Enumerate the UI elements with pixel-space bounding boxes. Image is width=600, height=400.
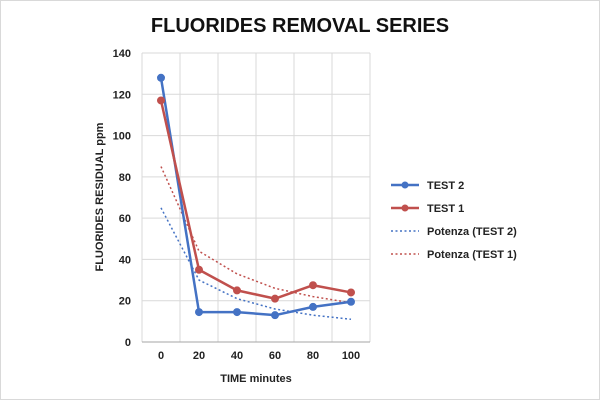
y-tick-labels: 0 20 40 60 80 100 120 140	[113, 48, 131, 349]
series-group	[157, 73, 355, 321]
x-tick-label: 20	[193, 350, 205, 362]
x-tick-label: 80	[307, 350, 319, 362]
data-point	[271, 311, 279, 320]
y-tick-label: 80	[119, 172, 131, 184]
y-tick-label: 60	[119, 213, 131, 225]
y-tick-label: 20	[119, 296, 131, 308]
legend: TEST 2 TEST 1 Potenza (TEST 2) Potenza (TES…	[391, 180, 517, 261]
x-tick-label: 100	[342, 350, 360, 362]
data-point	[157, 73, 165, 82]
x-tick-label: 40	[231, 350, 243, 362]
data-point	[195, 265, 203, 274]
data-point	[233, 308, 241, 317]
data-point	[347, 288, 355, 297]
data-point	[271, 294, 279, 303]
y-axis-label: FLUORIDES RESIDUAL ppm	[94, 122, 106, 271]
legend-marker	[401, 204, 409, 212]
series-line-test-1	[159, 100, 352, 300]
data-point	[195, 308, 203, 317]
y-tick-label: 40	[119, 254, 131, 266]
data-point	[157, 96, 165, 105]
x-tick-labels: 0 20 40 60 80 100	[158, 350, 360, 362]
x-axis-label: TIME minutes	[220, 373, 292, 385]
y-tick-label: 140	[113, 48, 131, 60]
legend-label: TEST 2	[427, 180, 464, 192]
x-tick-label: 60	[269, 350, 281, 362]
data-point	[309, 281, 317, 290]
legend-marker	[401, 181, 409, 189]
data-point	[309, 302, 317, 311]
legend-label: Potenza (TEST 2)	[427, 226, 517, 238]
legend-label: Potenza (TEST 1)	[427, 249, 517, 261]
data-point	[347, 297, 355, 306]
y-tick-label: 100	[113, 131, 131, 143]
chart-title: FLUORIDES REMOVAL SERIES	[151, 15, 449, 37]
y-tick-label: 0	[125, 337, 131, 349]
grid-lines	[141, 52, 371, 343]
legend-label: TEST 1	[427, 203, 464, 215]
y-tick-label: 120	[113, 89, 131, 101]
series-line-test-2	[159, 77, 352, 317]
data-point	[233, 286, 241, 295]
x-tick-label: 0	[158, 350, 164, 362]
